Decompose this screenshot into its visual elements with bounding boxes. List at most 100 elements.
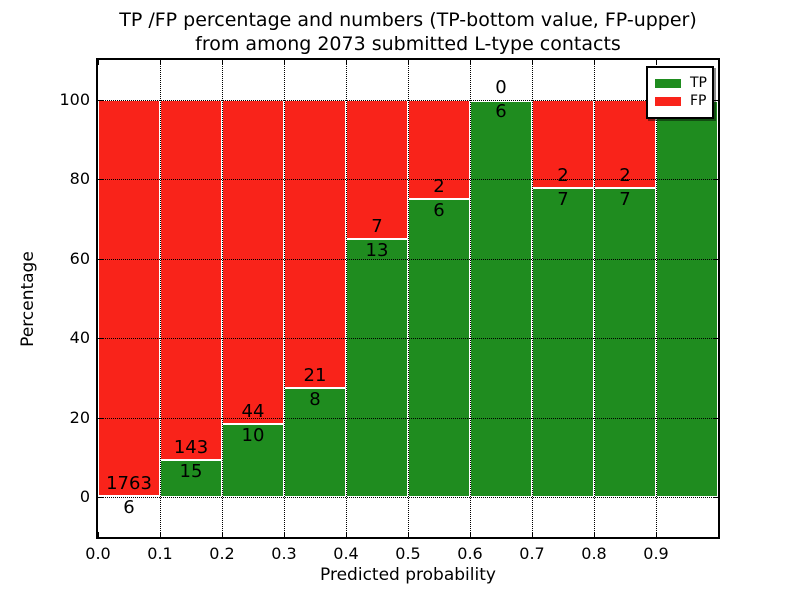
tp-count-label-bin4: 13 bbox=[365, 239, 389, 261]
fp-count-label-bin5: 2 bbox=[433, 176, 445, 198]
x-tick-bottom-0.4 bbox=[346, 532, 347, 537]
x-tick-bottom-0.2 bbox=[222, 532, 223, 537]
y-tick-right-100 bbox=[713, 99, 718, 101]
y-tick-right-60 bbox=[713, 258, 718, 260]
x-tick-top-0.0 bbox=[98, 60, 99, 65]
fp-swatch-icon bbox=[655, 96, 681, 106]
tp-count-label-bin7: 7 bbox=[557, 189, 569, 211]
tp-bar-bin3 bbox=[284, 387, 346, 498]
tp-bar-bin1 bbox=[160, 459, 222, 498]
tp-count-label-bin1: 15 bbox=[179, 460, 203, 482]
fp-bar-bin0 bbox=[98, 99, 160, 496]
legend-label-tp: TP bbox=[690, 75, 707, 91]
tp-bar-bin8 bbox=[594, 188, 656, 498]
x-tick-top-0.2 bbox=[222, 60, 223, 65]
tp-bar-bin7 bbox=[532, 188, 594, 498]
x-tick-top-0.8 bbox=[594, 60, 595, 65]
x-gridline-0.2 bbox=[222, 60, 223, 537]
x-tick-bottom-0.8 bbox=[594, 532, 595, 537]
x-tick-bottom-0.0 bbox=[98, 532, 99, 537]
y-tick-right-0 bbox=[713, 497, 718, 499]
x-tick-label-0.6: 0.6 bbox=[457, 544, 483, 563]
fp-bar-bin7 bbox=[532, 99, 594, 189]
y-tick-label-40: 40 bbox=[69, 328, 90, 348]
x-tick-label-0.2: 0.2 bbox=[209, 544, 235, 563]
y-axis-label: Percentage bbox=[18, 251, 38, 347]
x-tick-label-0.3: 0.3 bbox=[271, 544, 297, 563]
x-tick-top-0.6 bbox=[470, 60, 471, 65]
x-tick-top-0.7 bbox=[532, 60, 533, 65]
tp-count-label-bin6: 6 bbox=[495, 100, 507, 122]
y-tick-left-0 bbox=[98, 497, 103, 499]
fp-count-label-bin2: 44 bbox=[241, 400, 265, 422]
tp-count-label-bin5: 6 bbox=[433, 200, 445, 222]
x-gridline-0.3 bbox=[284, 60, 285, 537]
x-tick-bottom-0.6 bbox=[470, 532, 471, 537]
x-tick-label-0.1: 0.1 bbox=[147, 544, 173, 563]
x-tick-bottom-0.5 bbox=[408, 532, 409, 537]
x-tick-bottom-0.3 bbox=[284, 532, 285, 537]
legend-item-tp: TP bbox=[655, 75, 707, 91]
fp-count-label-bin0: 1763 bbox=[106, 472, 152, 494]
x-gridline-0.6 bbox=[470, 60, 471, 537]
x-gridline-0.1 bbox=[160, 60, 161, 537]
x-gridline-0.9 bbox=[656, 60, 657, 537]
y-tick-left-100 bbox=[98, 99, 103, 101]
x-tick-bottom-0.7 bbox=[532, 532, 533, 537]
legend: TP FP bbox=[646, 66, 714, 119]
x-tick-label-0.7: 0.7 bbox=[519, 544, 545, 563]
x-tick-label-0.5: 0.5 bbox=[395, 544, 421, 563]
y-tick-left-40 bbox=[98, 338, 103, 340]
legend-item-fp: FP bbox=[655, 93, 707, 109]
y-tick-label-80: 80 bbox=[69, 169, 90, 189]
y-tick-label-100: 100 bbox=[59, 89, 90, 109]
chart-title-line1: TP /FP percentage and numbers (TP-bottom… bbox=[119, 9, 697, 31]
x-gridline-0.4 bbox=[346, 60, 347, 537]
x-tick-top-0.9 bbox=[656, 60, 657, 65]
x-tick-top-0.3 bbox=[284, 60, 285, 65]
x-axis-label: Predicted probability bbox=[320, 565, 496, 585]
y-tick-label-20: 20 bbox=[69, 407, 90, 427]
y-tick-right-20 bbox=[713, 417, 718, 419]
tp-bar-bin5 bbox=[408, 199, 470, 498]
y-tick-right-80 bbox=[713, 179, 718, 181]
fp-count-label-bin1: 143 bbox=[173, 436, 209, 458]
x-tick-label-0.0: 0.0 bbox=[85, 544, 111, 563]
fp-count-label-bin3: 21 bbox=[303, 364, 327, 386]
fp-bar-bin2 bbox=[222, 99, 284, 424]
tp-bar-bin6 bbox=[470, 99, 532, 498]
fp-bar-bin1 bbox=[160, 99, 222, 460]
x-gridline-0.8 bbox=[594, 60, 595, 537]
fp-bar-bin4 bbox=[346, 99, 408, 239]
chart-title: TP /FP percentage and numbers (TP-bottom… bbox=[98, 8, 718, 56]
x-tick-bottom-0.1 bbox=[160, 532, 161, 537]
y-tick-right-40 bbox=[713, 338, 718, 340]
tp-count-label-bin0: 6 bbox=[123, 496, 135, 518]
x-tick-top-0.4 bbox=[346, 60, 347, 65]
plot-area: 17636143154410218713260627270110.00.10.2… bbox=[59, 58, 720, 563]
tp-count-label-bin3: 8 bbox=[309, 388, 321, 410]
legend-label-fp: FP bbox=[690, 93, 707, 109]
fp-bar-bin3 bbox=[284, 99, 346, 388]
x-gridline-0.7 bbox=[532, 60, 533, 537]
y-tick-label-60: 60 bbox=[69, 248, 90, 268]
fp-count-label-bin4: 7 bbox=[371, 215, 383, 237]
y-tick-left-60 bbox=[98, 258, 103, 260]
chart-title-line2: from among 2073 submitted L-type contact… bbox=[195, 33, 621, 55]
tp-count-label-bin2: 10 bbox=[241, 424, 265, 446]
x-gridline-0.5 bbox=[408, 60, 409, 537]
y-tick-label-0: 0 bbox=[79, 487, 90, 507]
x-tick-top-0.5 bbox=[408, 60, 409, 65]
x-tick-label-0.9: 0.9 bbox=[643, 544, 669, 563]
x-tick-top-0.1 bbox=[160, 60, 161, 65]
tp-bar-bin9 bbox=[656, 99, 718, 498]
tp-count-label-bin8: 7 bbox=[619, 189, 631, 211]
x-tick-label-0.4: 0.4 bbox=[333, 544, 359, 563]
y-tick-left-20 bbox=[98, 417, 103, 419]
tp-swatch-icon bbox=[655, 78, 681, 88]
fp-count-label-bin8: 2 bbox=[619, 165, 631, 187]
fp-count-label-bin7: 2 bbox=[557, 165, 569, 187]
fp-count-label-bin6: 0 bbox=[495, 76, 507, 98]
x-tick-label-0.8: 0.8 bbox=[581, 544, 607, 563]
